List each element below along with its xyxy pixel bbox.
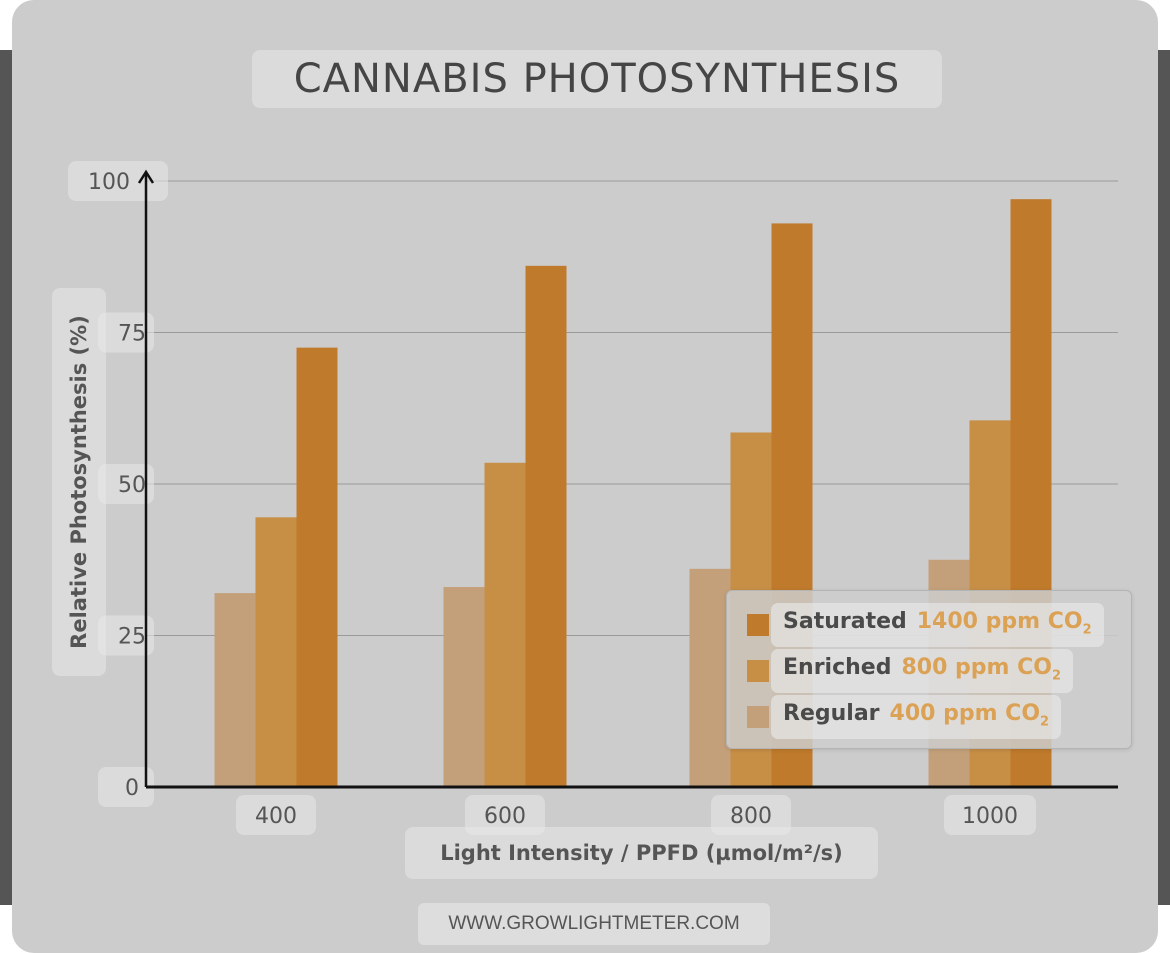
y-tick-label-50: 50 xyxy=(118,473,146,498)
x-tick-box-400 xyxy=(236,795,316,835)
x-tick-label-400: 400 xyxy=(255,804,297,829)
y-tick-label-25: 25 xyxy=(118,625,146,650)
y-tick-box-100 xyxy=(68,161,168,201)
y-tick-label-0: 0 xyxy=(125,776,139,801)
bar-regular-600 xyxy=(443,587,485,787)
x-tick-label-600: 600 xyxy=(484,804,526,829)
y-tick-box-0 xyxy=(98,767,154,807)
y-axis-label-box: Relative Photosynthesis (%) xyxy=(52,288,106,676)
chart-card: CANNABIS PHOTOSYNTHESIS Relative Photosy… xyxy=(12,0,1158,953)
window-edge-right xyxy=(1158,50,1170,905)
x-tick-label-1000: 1000 xyxy=(962,804,1018,829)
legend-name-enriched: Enriched xyxy=(783,654,892,680)
legend-swatch-saturated xyxy=(747,614,769,636)
y-tick-box-50 xyxy=(98,464,154,504)
x-tick-label-800: 800 xyxy=(730,804,772,829)
y-tick-box-75 xyxy=(98,312,154,353)
legend: Saturated 1400 ppm CO2 Enriched 800 ppm … xyxy=(726,590,1132,749)
footer-url: WWW.GROWLIGHTMETER.COM xyxy=(418,903,770,945)
bar-saturated-600 xyxy=(525,265,567,788)
legend-sub-saturated: 1400 ppm CO xyxy=(916,608,1083,634)
bar-saturated-400 xyxy=(296,347,338,787)
bar-regular-400 xyxy=(214,593,256,787)
legend-subscript-enriched: 2 xyxy=(1051,668,1062,684)
legend-sub-regular: 400 ppm CO xyxy=(889,700,1041,726)
y-tick-box-25 xyxy=(98,615,154,656)
window-edge-left xyxy=(0,50,12,905)
y-tick-label-100: 100 xyxy=(88,170,130,195)
legend-item-regular: Regular 400 ppm CO2 xyxy=(747,694,1062,740)
legend-subscript-saturated: 2 xyxy=(1082,622,1092,638)
legend-swatch-enriched xyxy=(747,660,769,682)
x-tick-box-1000 xyxy=(944,795,1036,835)
legend-name-saturated: Saturated xyxy=(783,608,907,634)
bar-enriched-600 xyxy=(484,462,526,787)
legend-swatch-regular xyxy=(747,706,769,728)
legend-subscript-regular: 2 xyxy=(1040,714,1050,730)
x-tick-box-600 xyxy=(465,795,545,835)
x-axis-label: Light Intensity / PPFD (µmol/m²/s) xyxy=(405,827,878,879)
bar-regular-800 xyxy=(689,568,731,787)
y-axis-arrow-icon xyxy=(137,169,155,184)
x-tick-box-800 xyxy=(711,795,791,835)
legend-sub-enriched: 800 ppm CO xyxy=(901,654,1052,680)
legend-item-saturated: Saturated 1400 ppm CO2 xyxy=(747,602,1104,648)
y-tick-label-75: 75 xyxy=(118,322,146,347)
legend-item-enriched: Enriched 800 ppm CO2 xyxy=(747,648,1074,694)
legend-name-regular: Regular xyxy=(783,700,880,726)
chart-title: CANNABIS PHOTOSYNTHESIS xyxy=(252,50,942,108)
bar-enriched-400 xyxy=(255,517,297,787)
bar-chart: 0 25 50 75 100 400 600 800 1000 xyxy=(68,161,1118,835)
